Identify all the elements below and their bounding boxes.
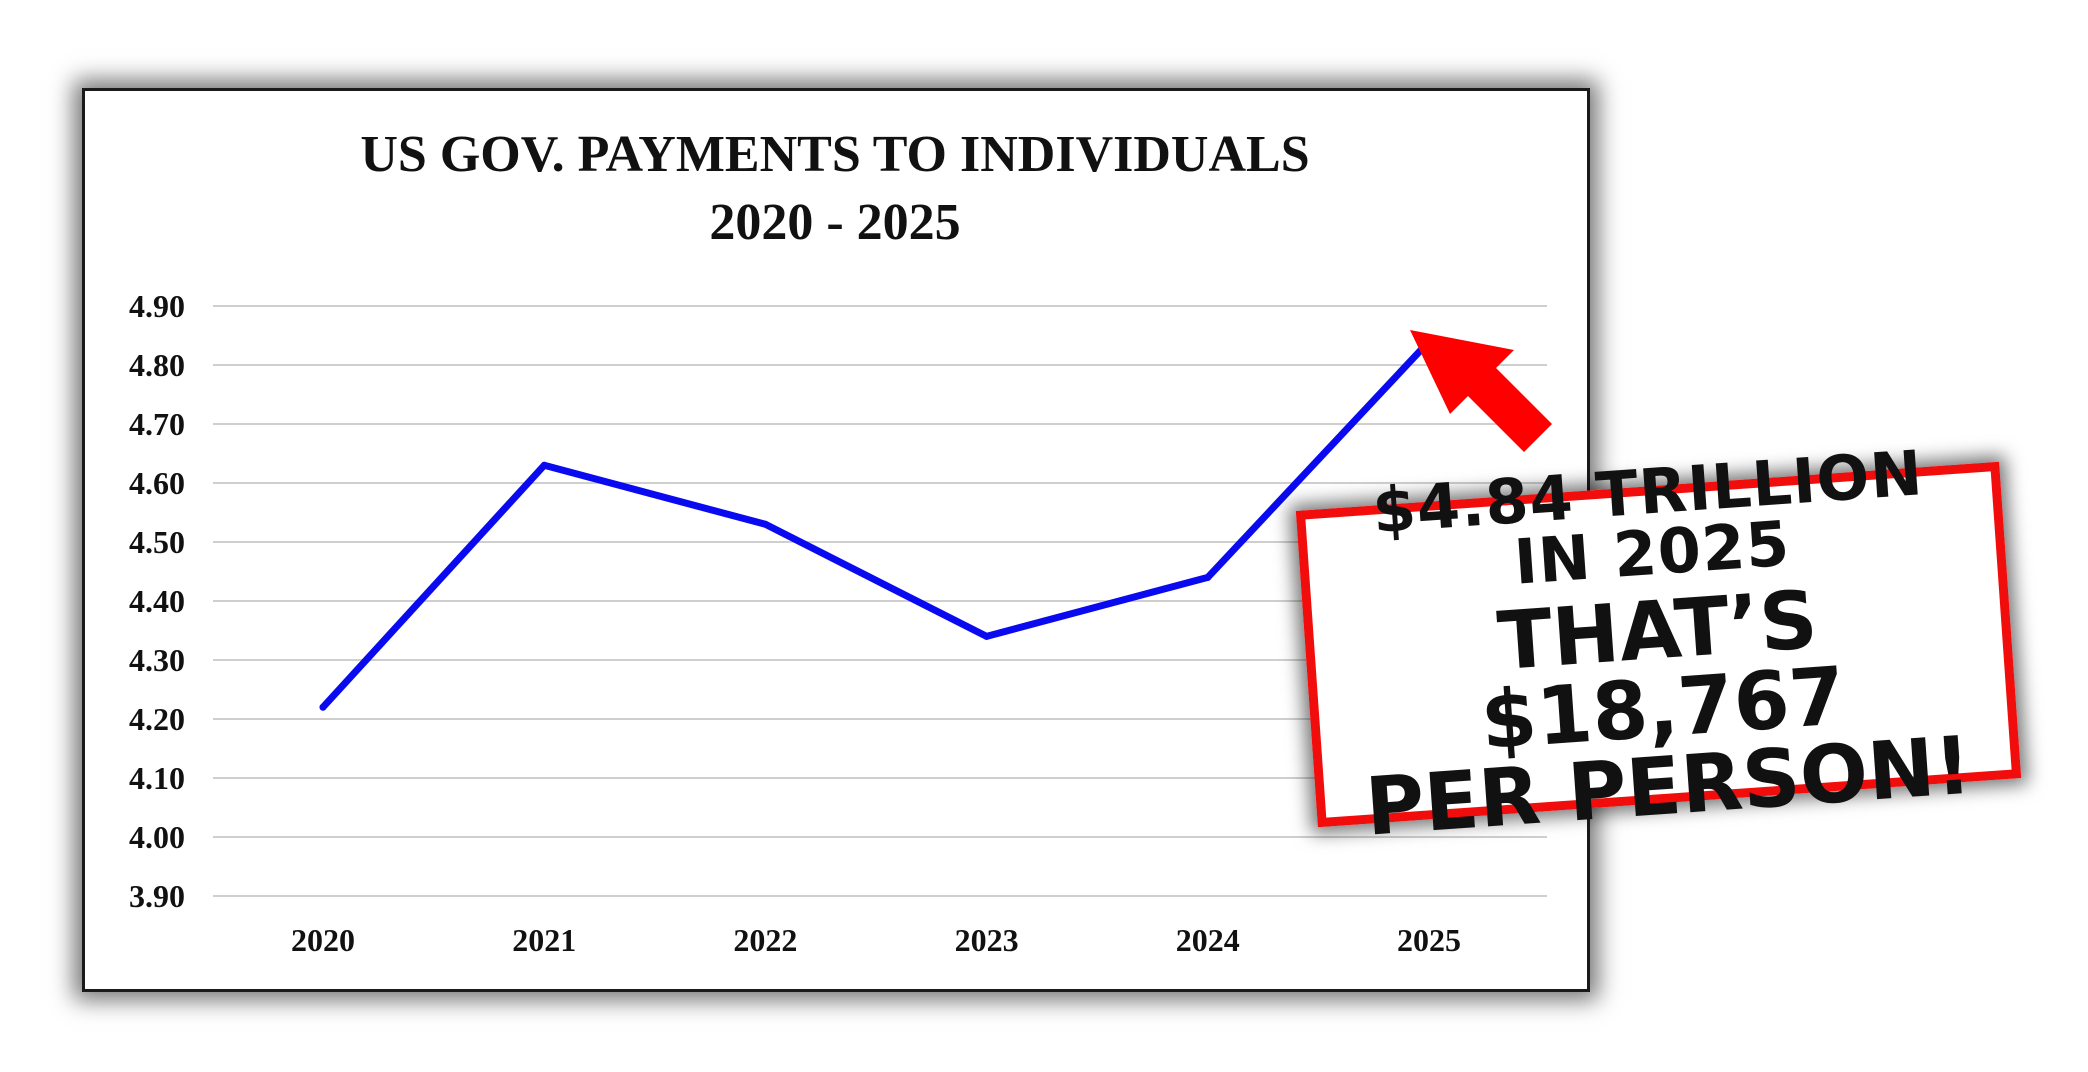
- data-point: [983, 632, 991, 640]
- chart-title: US GOV. PAYMENTS TO INDIVIDUALS: [360, 126, 1309, 183]
- x-tick-label: 2024: [1176, 922, 1240, 958]
- series-line: [319, 337, 1433, 711]
- line-chart: US GOV. PAYMENTS TO INDIVIDUALS 2020 - 2…: [129, 126, 1547, 958]
- data-point: [540, 461, 548, 469]
- chart-subtitle: 2020 - 2025: [709, 194, 960, 251]
- y-tick-label: 4.70: [129, 406, 185, 442]
- y-tick-label: 4.10: [129, 760, 185, 796]
- x-tick-label: 2023: [955, 922, 1019, 958]
- y-tick-label: 4.50: [129, 524, 185, 560]
- x-axis-ticks: 2020 2021 2022 2023 2024 2025: [291, 922, 1461, 958]
- arrow-icon: [1410, 330, 1552, 452]
- arrow-shape: [1410, 330, 1552, 452]
- y-tick-label: 4.90: [129, 288, 185, 324]
- x-tick-label: 2020: [291, 922, 355, 958]
- callout-box: $4.84 TRILLION IN 2025 THAT’S $18,767 PE…: [1295, 436, 2022, 854]
- y-tick-label: 4.80: [129, 347, 185, 383]
- y-tick-label: 4.00: [129, 819, 185, 855]
- x-tick-label: 2022: [733, 922, 797, 958]
- y-tick-label: 3.90: [129, 878, 185, 914]
- series-group: [319, 337, 1433, 711]
- data-point: [761, 520, 769, 528]
- y-tick-label: 4.30: [129, 642, 185, 678]
- data-point: [1204, 573, 1212, 581]
- y-tick-label: 4.60: [129, 465, 185, 501]
- y-tick-label: 4.20: [129, 701, 185, 737]
- y-tick-label: 4.40: [129, 583, 185, 619]
- y-axis-ticks: 4.90 4.80 4.70 4.60 4.50 4.40 4.30 4.20 4.10 4.00…: [129, 288, 185, 914]
- data-point: [319, 703, 327, 711]
- x-tick-label: 2025: [1397, 922, 1461, 958]
- x-tick-label: 2021: [512, 922, 576, 958]
